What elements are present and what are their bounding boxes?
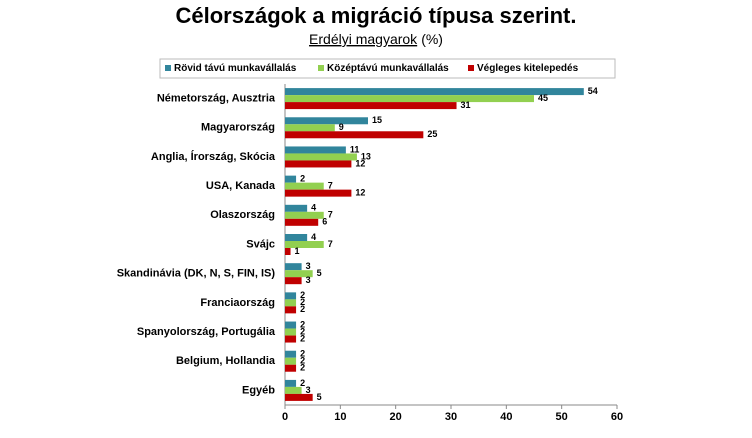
value-label: 2 [300, 297, 305, 307]
value-label: 11 [350, 144, 360, 154]
bar [285, 248, 291, 255]
value-label: 6 [322, 217, 327, 227]
category-label: Magyarország [201, 122, 275, 134]
legend-label: Végleges kitelepedés [477, 63, 579, 74]
bar [285, 328, 297, 336]
bar [285, 218, 319, 226]
bar [285, 241, 324, 248]
value-label: 15 [372, 115, 382, 125]
bar [285, 263, 302, 271]
bar [285, 175, 297, 183]
chart-title: Célországok a migráció típusa szerint. [175, 3, 576, 28]
value-label: 54 [588, 86, 598, 96]
category-label: Svájc [246, 238, 275, 250]
value-label: 12 [355, 188, 365, 198]
value-label: 2 [300, 363, 305, 373]
bar [285, 277, 302, 285]
value-label: 2 [300, 319, 305, 329]
value-label: 4 [311, 203, 316, 213]
x-tick-label: 20 [390, 411, 402, 423]
bar [285, 88, 584, 96]
bar [285, 364, 297, 372]
category-label: Spanyolország, Portugália [137, 326, 276, 338]
legend-swatch [165, 65, 171, 71]
value-label: 5 [317, 268, 322, 278]
bar [285, 386, 302, 394]
value-label: 45 [538, 93, 548, 103]
bar [285, 379, 297, 387]
value-label: 3 [306, 275, 311, 285]
value-label: 7 [328, 181, 333, 191]
bar [285, 393, 313, 401]
value-label: 2 [300, 333, 305, 343]
bar [285, 292, 297, 300]
value-label: 3 [306, 261, 311, 271]
value-label: 2 [300, 326, 305, 336]
chart-subtitle: Erdélyi magyarok [309, 31, 418, 47]
legend-swatch [468, 65, 474, 71]
chart-unit: (%) [421, 31, 443, 47]
legend-label: Rövid távú munkavállalás [174, 63, 297, 74]
value-label: 4 [311, 232, 316, 242]
category-label: Németország, Ausztria [157, 92, 276, 104]
value-label: 25 [427, 129, 437, 139]
legend-swatch [318, 65, 324, 71]
x-tick-label: 60 [611, 411, 623, 423]
bar [285, 299, 297, 307]
x-tick-label: 50 [556, 411, 568, 423]
x-tick-label: 40 [500, 411, 512, 423]
category-label: Olaszország [210, 209, 275, 221]
bar [285, 102, 457, 110]
bar [285, 335, 297, 343]
x-tick-label: 10 [334, 411, 346, 423]
bar [285, 350, 297, 358]
bar [285, 131, 424, 139]
value-label: 12 [355, 158, 365, 168]
category-label: Anglia, Írország, Skócia [151, 150, 276, 163]
x-tick-label: 0 [282, 411, 288, 423]
category-label: USA, Kanada [206, 180, 276, 192]
category-label: Skandinávia (DK, N, S, FIN, IS) [117, 268, 276, 280]
bar [285, 270, 313, 278]
legend-box [159, 58, 616, 79]
category-label: Franciaország [200, 297, 275, 309]
bar [285, 321, 297, 329]
bar [285, 146, 346, 154]
bar [285, 95, 534, 103]
category-label: Belgium, Hollandia [176, 355, 276, 367]
category-label: Egyéb [242, 384, 275, 396]
value-label: 7 [328, 239, 333, 249]
bar [285, 153, 357, 161]
bar [285, 182, 324, 190]
value-label: 13 [361, 151, 371, 161]
value-label: 2 [300, 290, 305, 300]
value-label: 1 [295, 246, 300, 256]
bar [285, 124, 335, 132]
value-label: 3 [306, 385, 311, 395]
x-tick-label: 30 [445, 411, 457, 423]
bar [285, 204, 308, 212]
value-label: 2 [300, 356, 305, 366]
value-label: 2 [300, 378, 305, 388]
value-label: 31 [461, 100, 471, 110]
bar [285, 211, 324, 219]
value-label: 9 [339, 122, 344, 132]
legend-label: Középtávú munkavállalás [327, 63, 449, 74]
bar [285, 160, 352, 168]
bar [285, 189, 352, 197]
value-label: 5 [317, 392, 322, 402]
bar [285, 306, 297, 314]
bar [285, 234, 308, 241]
value-label: 2 [300, 304, 305, 314]
value-label: 2 [300, 174, 305, 184]
value-label: 7 [328, 210, 333, 220]
bar [285, 117, 368, 125]
value-label: 2 [300, 349, 305, 359]
chart-subtitle-group: Erdélyi magyarok (%) [309, 31, 443, 47]
bar [285, 357, 297, 365]
